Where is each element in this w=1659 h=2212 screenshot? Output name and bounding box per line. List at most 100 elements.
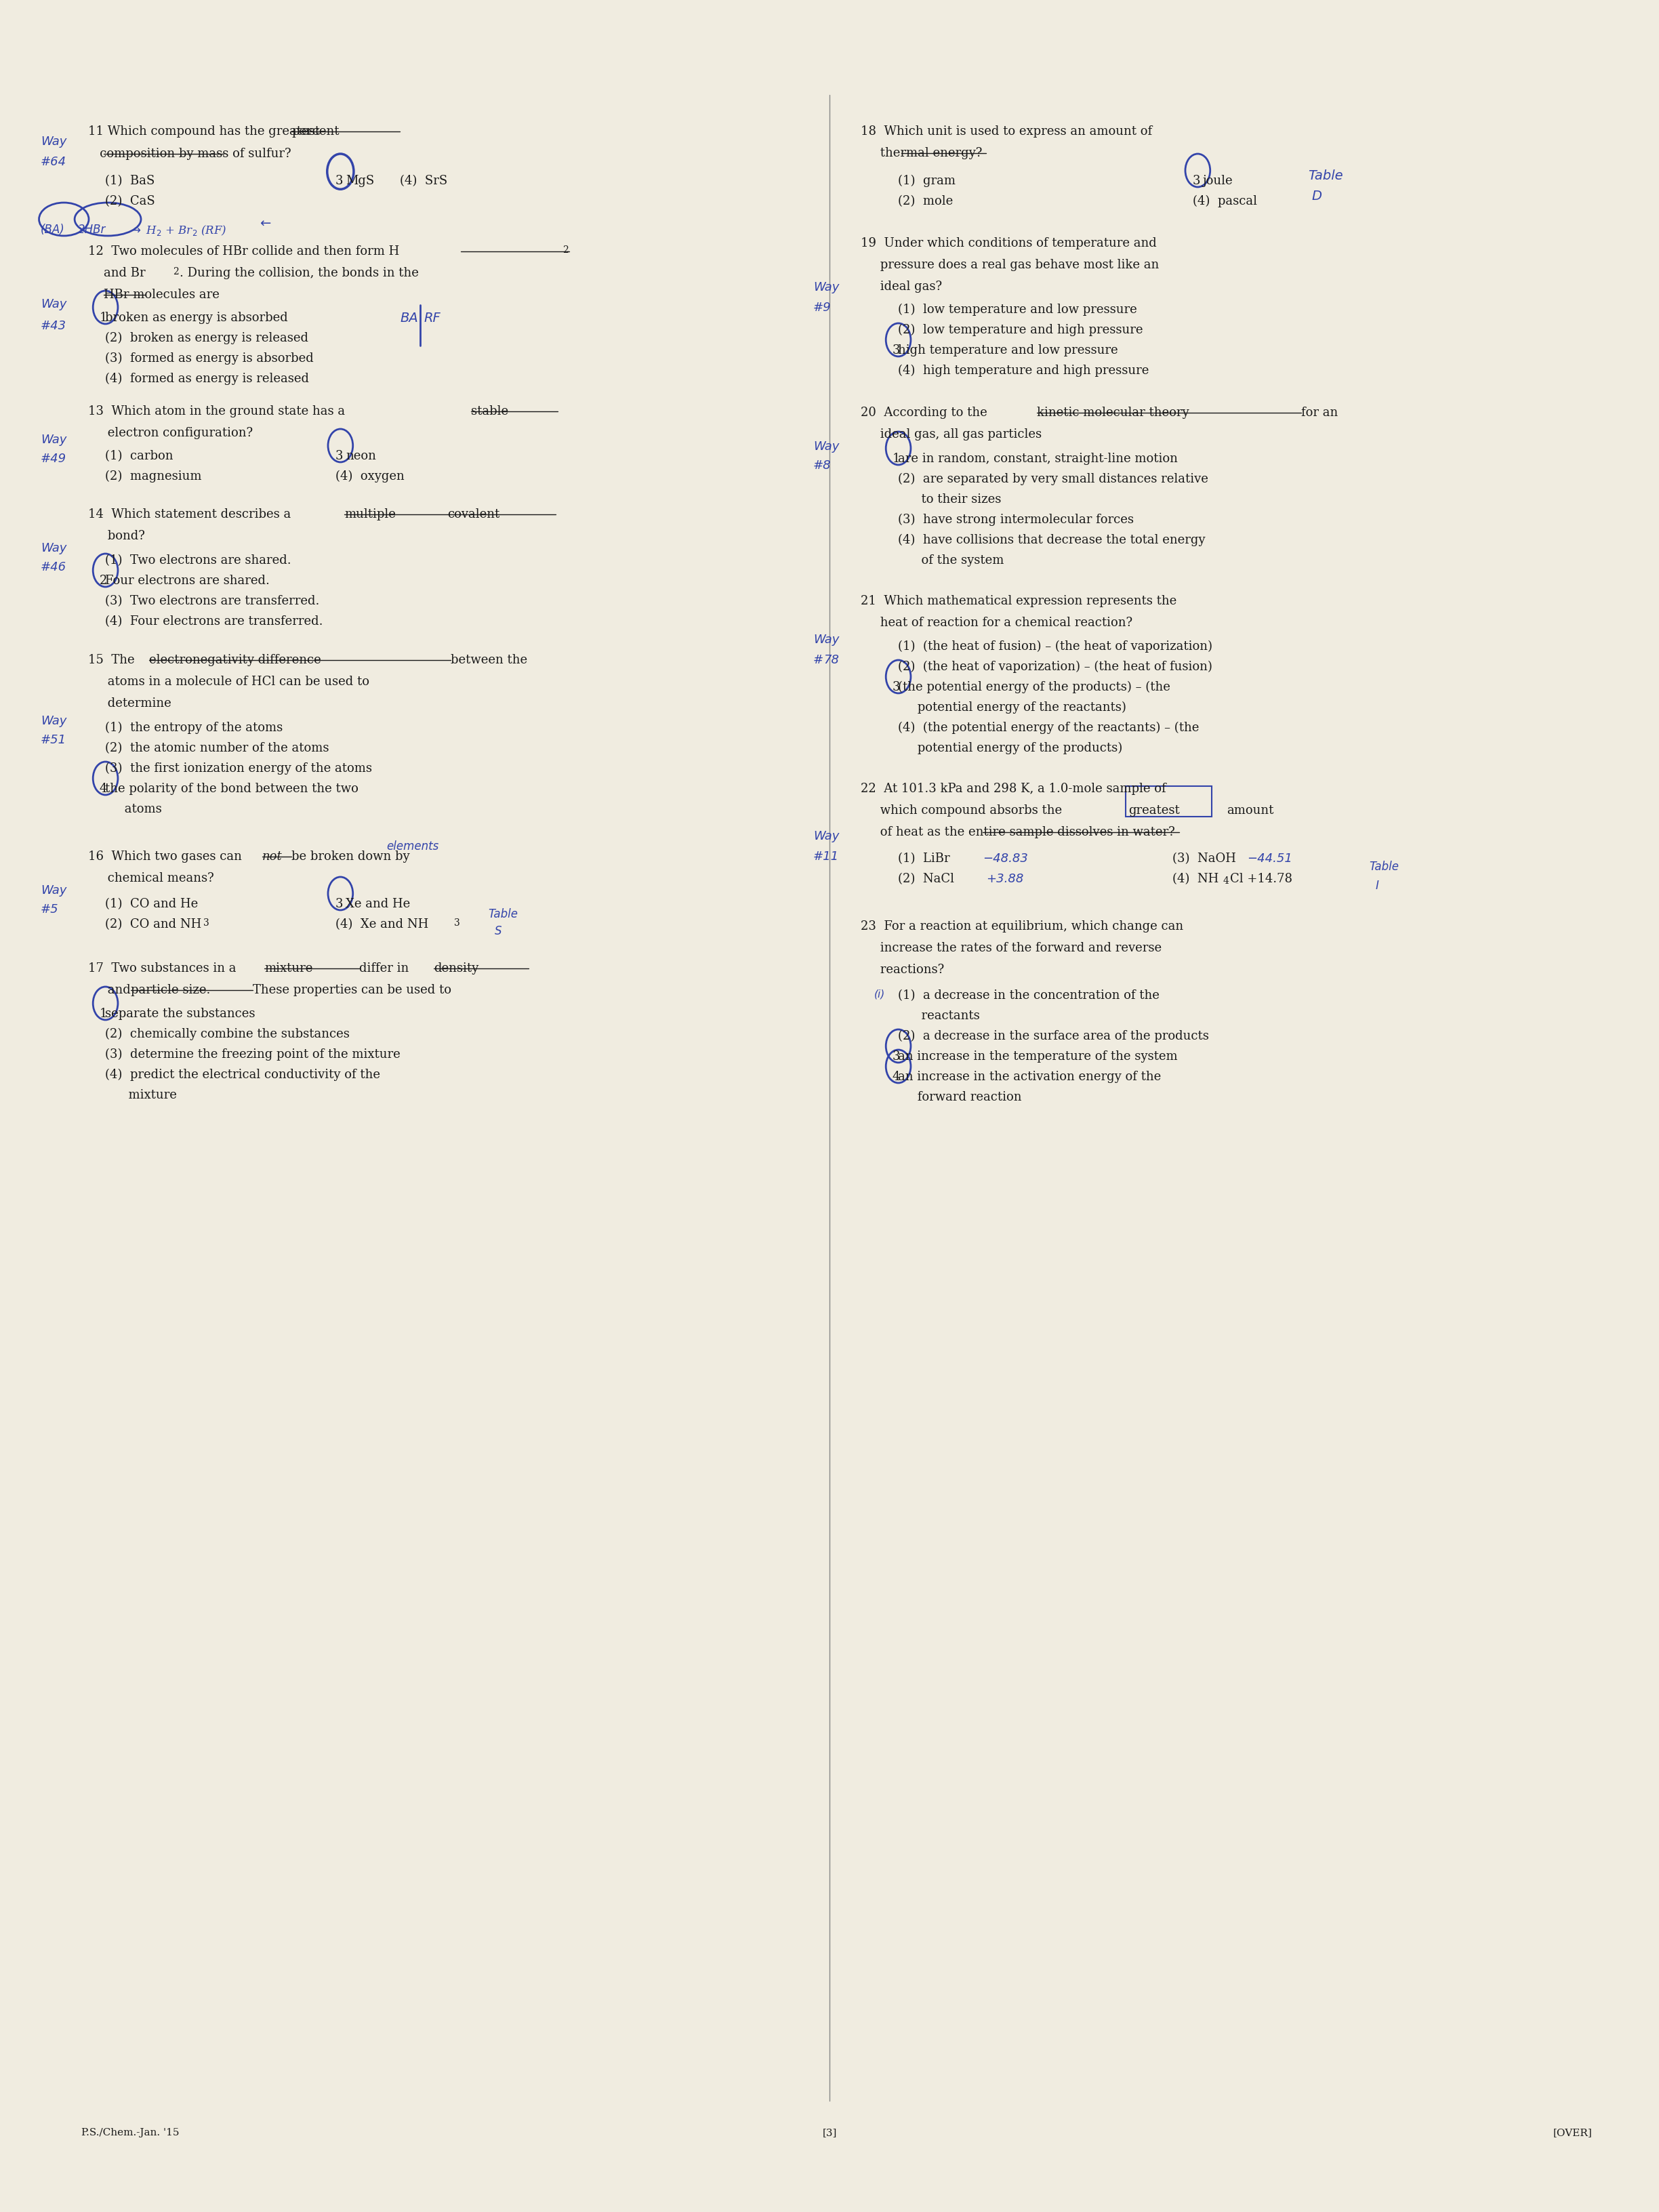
Text: (4)  SrS: (4) SrS (400, 175, 448, 188)
Text: (3)  NaOH: (3) NaOH (1173, 852, 1236, 865)
Text: #11: #11 (813, 849, 839, 863)
Text: ideal gas?: ideal gas? (861, 281, 942, 292)
Text: Four electrons are shared.: Four electrons are shared. (105, 575, 270, 586)
Text: (1)  Two electrons are shared.: (1) Two electrons are shared. (105, 555, 292, 566)
Text: (4)  formed as energy is released: (4) formed as energy is released (105, 374, 309, 385)
Text: of the system: of the system (898, 555, 1004, 566)
Text: density: density (433, 962, 479, 975)
Text: chemical means?: chemical means? (88, 872, 214, 885)
Text: (1)  LiBr: (1) LiBr (898, 852, 951, 865)
Text: covalent: covalent (448, 509, 499, 520)
Text: −48.83: −48.83 (982, 852, 1029, 865)
Text: joule: joule (1203, 175, 1233, 188)
Text: Way: Way (813, 281, 839, 294)
Text: Way: Way (41, 885, 66, 896)
Text: (4)  Xe and NH: (4) Xe and NH (335, 918, 428, 931)
Text: (2)  magnesium: (2) magnesium (105, 471, 202, 482)
Text: Way: Way (813, 830, 839, 843)
Text: atoms in a molecule of HCl can be used to: atoms in a molecule of HCl can be used t… (88, 675, 370, 688)
Text: Way: Way (41, 299, 66, 310)
Text: 17  Two substances in a: 17 Two substances in a (88, 962, 236, 975)
Text: S: S (494, 925, 501, 938)
Text: Way: Way (41, 542, 66, 555)
Text: (1)  BaS: (1) BaS (105, 175, 154, 188)
Text: (4)  have collisions that decrease the total energy: (4) have collisions that decrease the to… (898, 533, 1206, 546)
Text: #9: #9 (813, 301, 831, 314)
Text: stable: stable (471, 405, 508, 418)
Text: particle size.: particle size. (131, 984, 211, 995)
Text: #5: #5 (41, 902, 58, 916)
Text: #51: #51 (41, 734, 66, 745)
Text: forward reaction: forward reaction (898, 1091, 1022, 1104)
Text: #8: #8 (813, 460, 831, 471)
Text: reactions?: reactions? (861, 964, 944, 975)
Text: Way: Way (41, 135, 66, 148)
Text: MgS: MgS (345, 175, 375, 188)
Text: are in random, constant, straight-line motion: are in random, constant, straight-line m… (898, 453, 1178, 465)
Text: 2HBr: 2HBr (78, 223, 106, 237)
Text: (3)  have strong intermolecular forces: (3) have strong intermolecular forces (898, 513, 1133, 526)
Text: not: not (262, 849, 282, 863)
Text: (1)  carbon: (1) carbon (105, 449, 173, 462)
Text: 22  At 101.3 kPa and 298 K, a 1.0-mole sample of: 22 At 101.3 kPa and 298 K, a 1.0-mole sa… (861, 783, 1166, 794)
Text: 2: 2 (173, 268, 179, 276)
Text: #64: #64 (41, 155, 66, 168)
Text: between the: between the (451, 655, 528, 666)
Text: 11 Which compound has the greatest: 11 Which compound has the greatest (88, 126, 320, 137)
Text: increase the rates of the forward and reverse: increase the rates of the forward and re… (861, 942, 1161, 953)
Text: P.S./Chem.-Jan. '15: P.S./Chem.-Jan. '15 (81, 2128, 179, 2137)
Text: 2: 2 (562, 246, 569, 254)
Text: high temperature and low pressure: high temperature and low pressure (898, 345, 1118, 356)
Text: 20  According to the: 20 According to the (861, 407, 987, 418)
Text: (2)  low temperature and high pressure: (2) low temperature and high pressure (898, 323, 1143, 336)
Text: Table: Table (1307, 170, 1342, 181)
Text: bond?: bond? (88, 531, 144, 542)
Text: (1)  low temperature and low pressure: (1) low temperature and low pressure (898, 303, 1136, 316)
Text: elements: elements (387, 841, 438, 852)
Text: broken as energy is absorbed: broken as energy is absorbed (105, 312, 289, 323)
Text: electronegativity difference: electronegativity difference (149, 655, 322, 666)
Text: 2: 2 (100, 575, 108, 586)
Text: (2)  CaS: (2) CaS (105, 195, 154, 208)
Text: (3)  the first ionization energy of the atoms: (3) the first ionization energy of the a… (105, 763, 372, 774)
Text: (3)  Two electrons are transferred.: (3) Two electrons are transferred. (105, 595, 320, 608)
Text: to their sizes: to their sizes (898, 493, 1002, 507)
Text: 3: 3 (204, 918, 209, 927)
Text: multiple: multiple (345, 509, 397, 520)
Text: (2)  broken as energy is released: (2) broken as energy is released (105, 332, 309, 345)
Text: (1)  a decrease in the concentration of the: (1) a decrease in the concentration of t… (898, 989, 1160, 1002)
Text: (1)  (the heat of fusion) – (the heat of vaporization): (1) (the heat of fusion) – (the heat of … (898, 641, 1213, 653)
Text: These properties can be used to: These properties can be used to (252, 984, 451, 995)
Text: atoms: atoms (105, 803, 163, 816)
Text: (BA): (BA) (41, 223, 65, 237)
Text: mixture: mixture (264, 962, 312, 975)
Text: Cl +14.78: Cl +14.78 (1229, 874, 1292, 885)
Text: mixture: mixture (105, 1088, 178, 1102)
Text: −44.51: −44.51 (1248, 852, 1292, 865)
Text: greatest: greatest (1128, 805, 1180, 816)
Text: #46: #46 (41, 562, 66, 573)
Text: 14  Which statement describes a: 14 Which statement describes a (88, 509, 290, 520)
Text: 3: 3 (335, 175, 343, 188)
Text: 4: 4 (1223, 876, 1229, 885)
Text: 1: 1 (893, 453, 901, 465)
Text: (1)  the entropy of the atoms: (1) the entropy of the atoms (105, 721, 282, 734)
Text: (4)  NH: (4) NH (1173, 874, 1219, 885)
Text: HBr molecules are: HBr molecules are (88, 290, 219, 301)
Text: potential energy of the products): potential energy of the products) (898, 741, 1123, 754)
Text: and Br: and Br (88, 268, 146, 279)
Text: 3: 3 (335, 898, 343, 909)
Text: BA: BA (400, 312, 418, 325)
Text: amount: amount (1226, 805, 1274, 816)
Text: 3: 3 (1193, 175, 1201, 188)
Text: (2)  mole: (2) mole (898, 195, 952, 208)
Text: ideal gas, all gas particles: ideal gas, all gas particles (861, 429, 1042, 440)
Text: #: # (813, 655, 823, 666)
Text: (4)  (the potential energy of the reactants) – (the: (4) (the potential energy of the reactan… (898, 721, 1199, 734)
Text: 3: 3 (335, 449, 343, 462)
Text: the polarity of the bond between the two: the polarity of the bond between the two (105, 783, 358, 794)
Text: 3: 3 (455, 918, 460, 927)
Text: and: and (88, 984, 131, 995)
Text: (1)  CO and He: (1) CO and He (105, 898, 197, 909)
Text: reactants: reactants (898, 1009, 980, 1022)
